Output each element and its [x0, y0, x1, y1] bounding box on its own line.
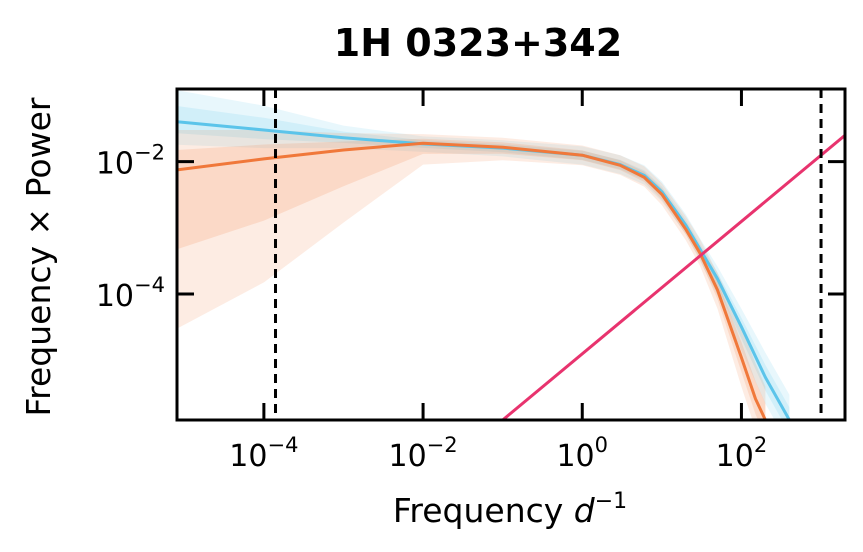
x-axis-label-sup: −1	[595, 489, 627, 514]
plot-frame	[175, 87, 847, 422]
band-inner-orange	[177, 138, 766, 420]
y-tick-label-1: 10−2	[96, 141, 165, 182]
vertical-dashed-lines	[274, 89, 823, 420]
x-tick-label-3: 102	[716, 433, 768, 474]
x-tick-label-2: 100	[556, 433, 608, 474]
x-axis-label: Frequency d−1	[393, 489, 627, 530]
x-tick-label-1: 10−2	[388, 433, 457, 474]
series-line-orange	[177, 141, 767, 420]
band-outer-orange	[177, 130, 766, 420]
x-axis-label-italic: d	[574, 491, 596, 530]
y-axis-label: Frequency × Power	[19, 97, 58, 416]
series-line-pink	[501, 134, 845, 420]
series-line-blue	[177, 120, 791, 420]
tick-labels: 10−4 10−2 100 102 10−4 10−2	[96, 141, 767, 474]
confidence-bands	[177, 90, 790, 420]
axis-ticks	[177, 89, 845, 420]
chart-title: 1H 0323+342	[334, 21, 622, 65]
y-tick-label-0: 10−4	[96, 273, 165, 314]
x-axis-label-main: Frequency	[393, 491, 574, 530]
x-tick-label-0: 10−4	[229, 433, 298, 474]
series-lines	[177, 120, 845, 420]
